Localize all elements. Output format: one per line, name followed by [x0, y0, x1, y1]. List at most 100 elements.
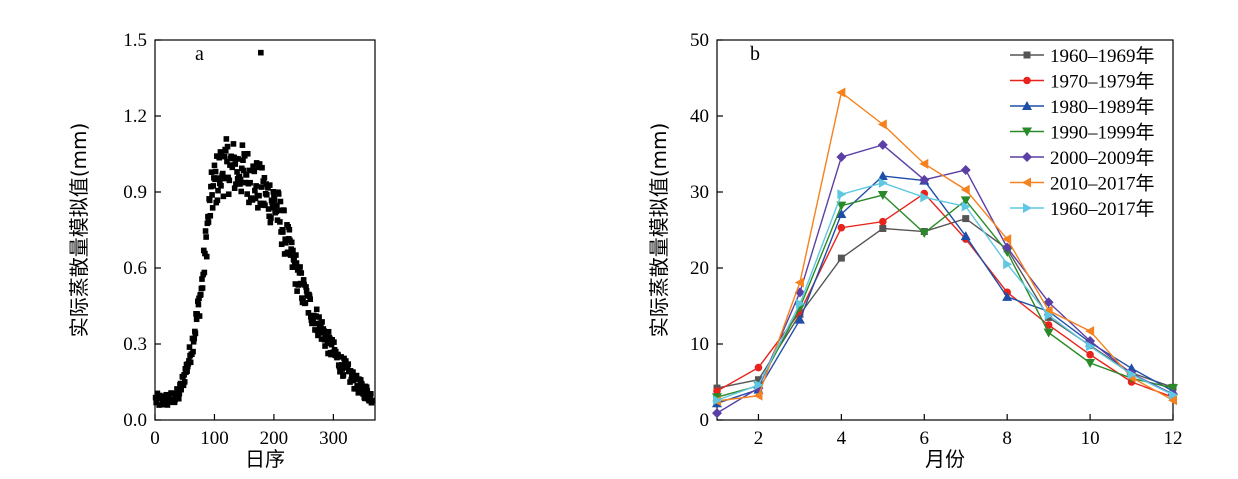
scatter-point — [193, 316, 200, 323]
scatter-point — [224, 158, 230, 165]
scatter-point — [247, 179, 253, 186]
scatter-point — [176, 390, 183, 397]
scatter-point — [306, 293, 313, 299]
series-6 — [712, 87, 1177, 406]
scatter-point — [231, 185, 238, 192]
scatter-point — [253, 183, 259, 189]
scatter-point — [191, 335, 198, 342]
scatter-point — [215, 187, 221, 194]
scatter-point — [233, 181, 239, 187]
scatter-point — [283, 240, 289, 246]
series-line — [716, 192, 1174, 398]
scatter-point — [226, 177, 233, 184]
scatter-point — [218, 151, 225, 157]
legend-marker — [1022, 177, 1031, 188]
legend-marker — [1022, 127, 1032, 137]
y-tick-label-a: 1.5 — [123, 30, 147, 51]
scatter-point — [298, 270, 305, 276]
scatter-point — [206, 197, 213, 204]
data-point — [920, 192, 930, 203]
scatter-point — [211, 162, 218, 169]
scatter-point — [186, 344, 193, 350]
scatter-point — [202, 250, 208, 257]
scatter-point — [362, 395, 368, 402]
series-line — [716, 144, 1174, 414]
data-point — [961, 201, 971, 212]
data-point — [1002, 242, 1013, 253]
scatter-point — [369, 397, 375, 404]
scatter-point — [220, 193, 227, 200]
scatter-point — [165, 393, 172, 399]
scatter-point — [175, 395, 182, 402]
panel-a: 0 100 200 300 0.0 0.3 0.6 0.9 1.2 1.5 a 日序 实际蒸散量模拟值(… — [67, 30, 376, 471]
scatter-point — [252, 187, 258, 194]
scatter-point — [161, 396, 167, 403]
data-point — [1086, 350, 1094, 359]
data-point — [754, 363, 763, 372]
y-tick-label-a: 0.6 — [123, 258, 147, 279]
scatter-point — [187, 359, 194, 366]
scatter-point — [345, 361, 352, 367]
scatter-point — [246, 199, 252, 206]
scatter-point — [324, 340, 331, 347]
data-point — [1168, 384, 1178, 394]
scatter-point — [360, 391, 366, 397]
data-point — [877, 191, 888, 201]
scatter-point — [312, 320, 319, 327]
scatter-point — [192, 330, 199, 337]
scatter-point — [205, 219, 212, 225]
legend-label: 1990–1999年 — [1050, 122, 1155, 144]
scatter-point — [359, 388, 366, 394]
x-tick-label-b: 4 — [837, 428, 847, 449]
scatter-point — [225, 191, 232, 198]
legend-marker — [1022, 101, 1032, 110]
scatter-point — [224, 143, 231, 150]
scatter-point — [260, 178, 267, 184]
scatter-point — [318, 336, 325, 342]
data-point — [713, 395, 722, 406]
y-axis-label-b: 实际蒸散量模拟值(mm) — [647, 123, 671, 338]
scatter-point — [256, 192, 262, 199]
scatter-point — [212, 168, 219, 175]
x-tick-label-a: 200 — [260, 428, 289, 449]
legend-item: 2010–2017年 — [1010, 173, 1155, 195]
scatter-point — [256, 161, 263, 167]
data-point — [794, 314, 805, 324]
scatter-point — [287, 252, 294, 258]
series-line — [716, 217, 1174, 389]
scatter-point — [258, 184, 265, 190]
legend-item: 1970–1979年 — [1010, 71, 1155, 93]
scatter-point — [265, 206, 272, 212]
scatter-point — [203, 234, 209, 240]
scatter-point — [253, 160, 260, 166]
scatter-point — [315, 332, 321, 339]
data-point — [960, 231, 971, 241]
scatter-point — [218, 182, 224, 189]
scatter-point — [203, 253, 210, 260]
scatter-point — [321, 327, 327, 334]
scatter-point — [274, 202, 280, 209]
legend-marker — [1023, 203, 1032, 213]
data-point — [795, 298, 805, 309]
series-line — [716, 194, 1174, 398]
y-axis-label-a: 实际蒸散量模拟值(mm) — [67, 123, 91, 338]
data-point — [1043, 328, 1054, 338]
data-point — [1043, 297, 1054, 308]
scatter-point — [281, 207, 287, 214]
scatter-point — [250, 163, 256, 170]
scatter-point — [294, 288, 300, 294]
scatter-point — [178, 386, 184, 393]
x-tick-label-b: 12 — [1164, 428, 1183, 449]
data-point — [919, 174, 930, 185]
scatter-point — [229, 164, 236, 171]
scatter-point — [196, 313, 203, 319]
y-tick-label-b: 30 — [690, 182, 709, 203]
scatter-point — [209, 205, 216, 211]
y-tick-label-a: 0.0 — [123, 410, 147, 431]
legend-item: 1960–2017年 — [1010, 198, 1155, 220]
data-point — [753, 390, 763, 401]
scatter-point — [332, 348, 339, 355]
scatter-point — [303, 288, 310, 294]
scatter-point — [276, 207, 283, 214]
scatter-point — [297, 264, 303, 270]
